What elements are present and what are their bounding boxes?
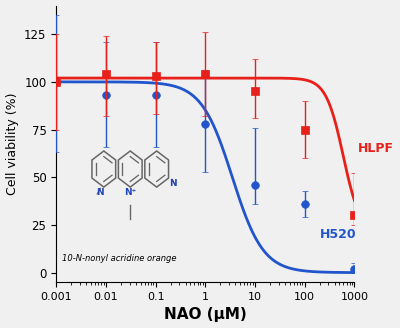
Text: 10-N-nonyl acridine orange: 10-N-nonyl acridine orange xyxy=(62,254,176,263)
X-axis label: NAO (μM): NAO (μM) xyxy=(164,307,247,322)
Text: H520: H520 xyxy=(320,228,356,241)
Text: HLPF: HLPF xyxy=(358,142,394,155)
Y-axis label: Cell viability (%): Cell viability (%) xyxy=(6,92,18,195)
